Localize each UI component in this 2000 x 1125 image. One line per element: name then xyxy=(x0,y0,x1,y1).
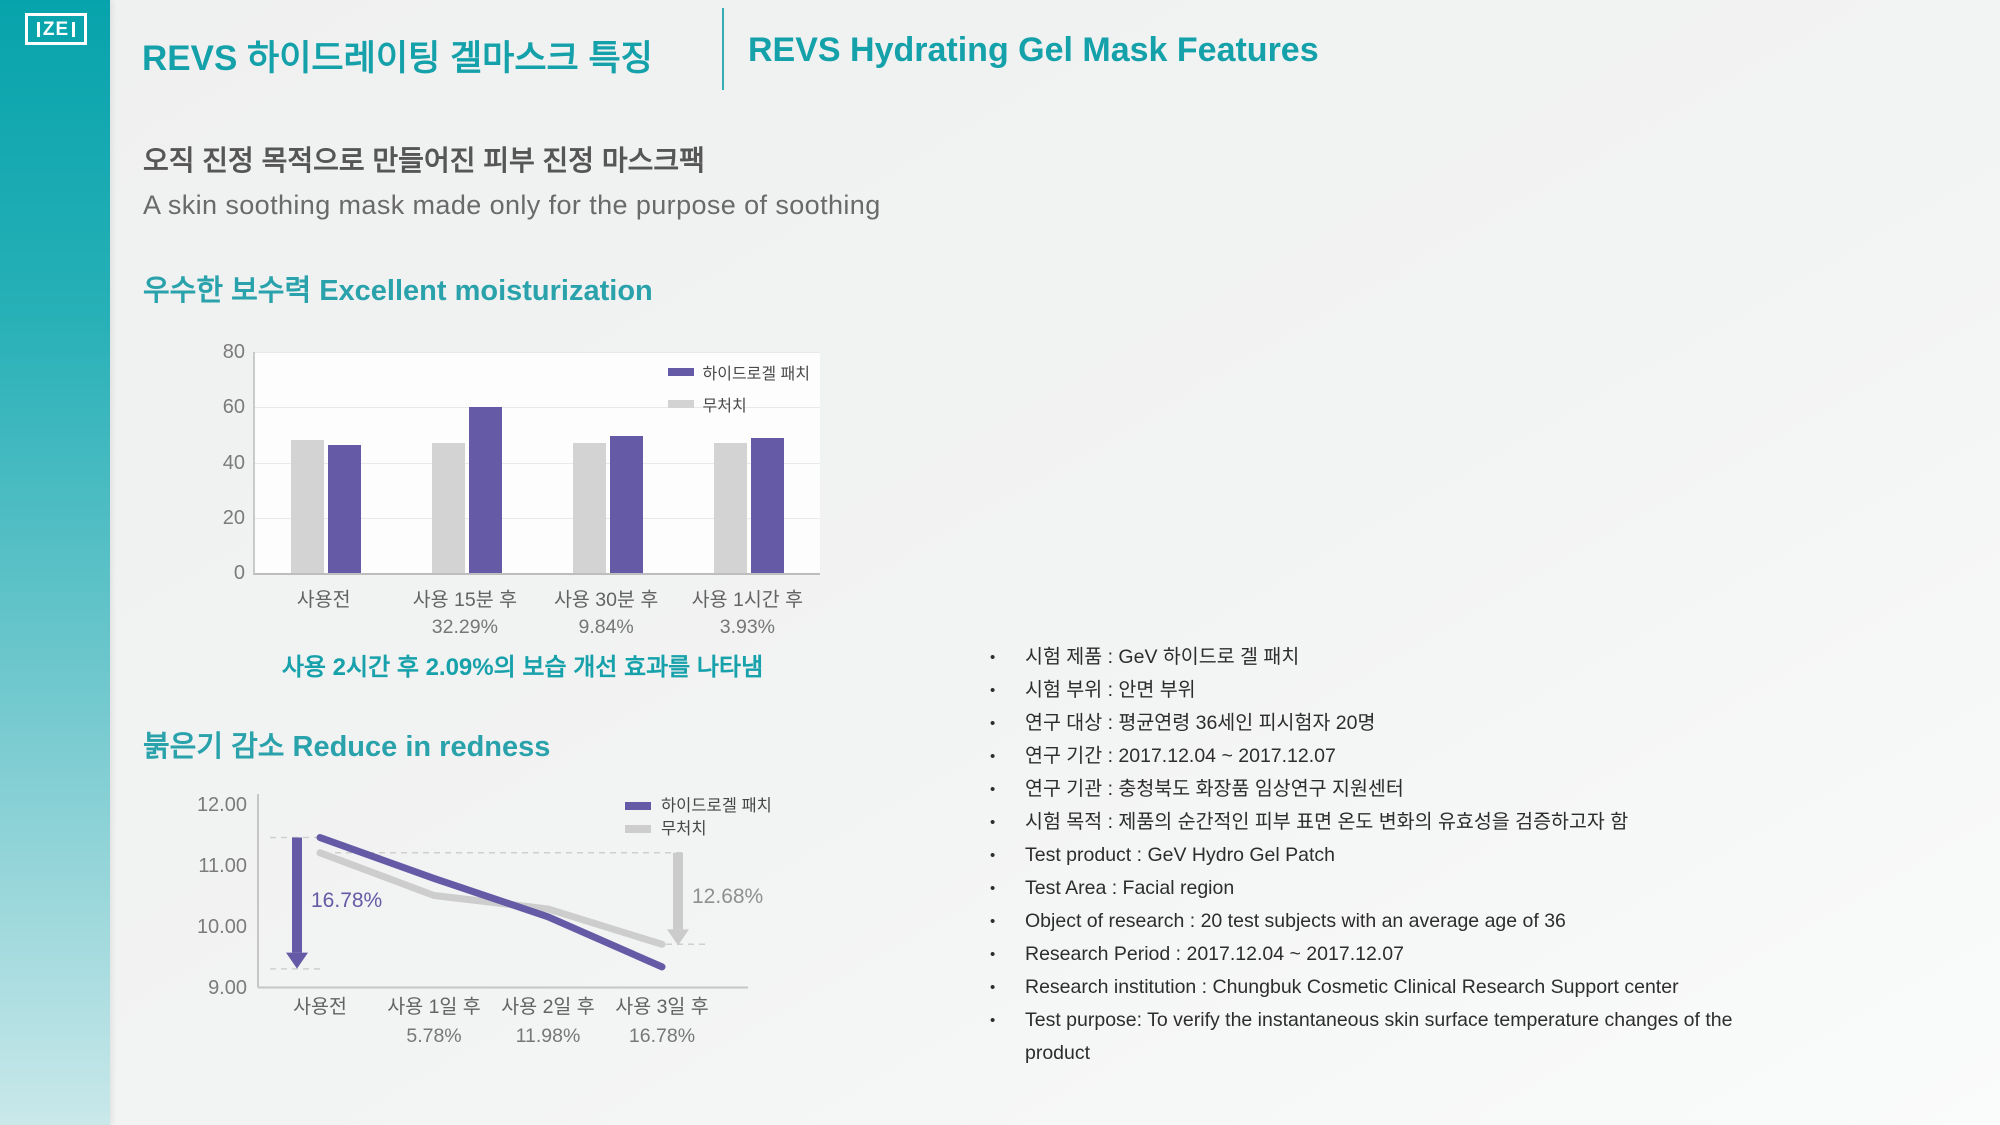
title-divider xyxy=(722,8,724,90)
note-test-area-en: Test Area : Facial region xyxy=(988,872,1750,905)
page-title-korean: REVS 하이드레이팅 겔마스크 특징 xyxy=(142,39,653,78)
percent-label: 11.98% xyxy=(516,1025,581,1047)
bar xyxy=(714,443,748,573)
bar-group xyxy=(396,407,537,573)
gridline xyxy=(255,517,820,519)
sidebar: ZE xyxy=(0,0,110,1125)
legend-label: 하이드로겔 패치 xyxy=(702,366,811,383)
percent-label: 9.84% xyxy=(578,616,634,638)
brand-logo: ZE xyxy=(25,13,87,45)
legend-item-hydrogel: 하이드로겔 패치 xyxy=(667,360,811,384)
y-tick-label: 12.00 xyxy=(197,794,247,816)
research-notes-list: 시험 제품 : GeV 하이드로 겔 패치 시험 부위 : 안면 부위 연구 대… xyxy=(988,641,1750,1070)
logo-bracket-right xyxy=(72,21,76,37)
bar xyxy=(610,436,644,573)
bar xyxy=(573,443,607,573)
bar xyxy=(431,443,465,573)
section-heading-moisturization: 우수한 보수력 Excellent moisturization xyxy=(143,275,653,307)
note-test-product-ko: 시험 제품 : GeV 하이드로 겔 패치 xyxy=(988,641,1750,674)
legend-swatch-gray xyxy=(667,400,694,408)
gridline xyxy=(255,352,820,353)
percent-label: 3.93% xyxy=(719,616,776,638)
x-tick-label: 사용 1시간 후 xyxy=(691,589,804,611)
moisture-caption: 사용 2시간 후 2.09%의 보습 개선 효과를 나타냄 xyxy=(281,654,764,681)
note-subjects-en: Object of research : 20 test subjects wi… xyxy=(988,905,1750,938)
moisture-bar-chart: 0 20 40 60 80 하이드로겔 패치 무처치 사용전 사용 15분 후 사용 30분… xyxy=(215,338,855,648)
intro-korean: 오직 진정 목적으로 만들어진 피부 진정 마스크팩 xyxy=(143,145,705,176)
percent-label: 32.29% xyxy=(431,616,498,638)
section-heading-redness: 붉은기 감소 Reduce in redness xyxy=(143,731,551,763)
note-subjects-ko: 연구 대상 : 평균연령 36세인 피시험자 20명 xyxy=(988,707,1750,740)
bar xyxy=(751,437,785,573)
note-institution-ko: 연구 기관 : 충청북도 화장품 임상연구 지원센터 xyxy=(988,773,1750,806)
bar-chart-x-labels: 사용전 사용 15분 후 사용 30분 후 사용 1시간 후 xyxy=(253,583,818,612)
gridline xyxy=(255,407,820,409)
note-purpose-ko: 시험 목적 : 제품의 순간적인 피부 표면 온도 변화의 유효성을 검증하고자… xyxy=(988,806,1750,839)
bar-chart-bars xyxy=(255,352,820,573)
annotation-label: 16.78% xyxy=(311,889,382,912)
note-period-ko: 연구 기간 : 2017.12.04 ~ 2017.12.07 xyxy=(988,740,1750,773)
legend-item-untreated: 무처치 xyxy=(667,392,811,416)
y-tick-label: 9.00 xyxy=(208,977,247,999)
y-tick-label: 20 xyxy=(222,506,245,529)
note-purpose-en: Test purpose: To verify the instantaneou… xyxy=(988,1004,1750,1070)
y-tick-label: 40 xyxy=(222,451,245,474)
y-tick-label: 10.00 xyxy=(197,916,247,938)
bar-group xyxy=(255,440,396,573)
x-tick-label: 사용전 xyxy=(293,996,347,1018)
intro-english: A skin soothing mask made only for the p… xyxy=(143,190,881,220)
note-test-area-ko: 시험 부위 : 안면 부위 xyxy=(988,674,1750,707)
percent-label xyxy=(253,616,394,639)
annotation-arrow-head xyxy=(667,929,689,946)
x-tick-label: 사용 15분 후 xyxy=(412,589,518,611)
line-untreated xyxy=(316,849,666,948)
logo-bracket-left xyxy=(36,21,40,37)
redness-line-chart: 9.00 10.00 11.00 12.00 16.78% 12.68% 하이드로겔 패치무… xyxy=(197,794,772,1047)
bar-chart-y-axis: 0 20 40 60 80 xyxy=(215,341,245,584)
x-tick-label: 사용 1일 후 xyxy=(387,996,480,1018)
annotation-label: 12.68% xyxy=(692,885,763,908)
note-institution-en: Research institution : Chungbuk Cosmetic… xyxy=(988,971,1750,1004)
bar-chart-percent-labels: 32.29% 9.84% 3.93% xyxy=(253,616,818,639)
annotation-arrow-head xyxy=(286,952,308,969)
legend-label: 무처치 xyxy=(702,398,747,415)
x-tick-label: 사용 3일 후 xyxy=(615,996,708,1018)
y-tick-label: 0 xyxy=(233,562,245,584)
page-title-english: REVS Hydrating Gel Mask Features xyxy=(748,31,1319,69)
bar-chart-plot-area: 하이드로겔 패치 무처치 xyxy=(253,352,820,575)
x-tick-label: 사용전 xyxy=(296,589,351,611)
bar xyxy=(468,407,502,573)
line-hydrogel xyxy=(316,834,666,971)
logo-text: ZE xyxy=(42,18,70,40)
bar-group xyxy=(538,436,679,573)
bar xyxy=(290,440,324,573)
legend-swatch-gray xyxy=(625,825,651,833)
y-tick-label: 60 xyxy=(222,396,245,419)
x-tick-label: 사용 2일 후 xyxy=(501,996,594,1018)
bar-chart-legend: 하이드로겔 패치 무처치 xyxy=(667,360,811,424)
legend-label: 하이드로겔 패치 xyxy=(661,796,772,815)
percent-label: 16.78% xyxy=(629,1025,695,1047)
y-tick-label: 80 xyxy=(222,341,245,363)
legend-swatch-purple xyxy=(625,802,651,810)
bar xyxy=(327,444,361,573)
legend-label: 무처치 xyxy=(661,819,707,838)
y-tick-label: 11.00 xyxy=(198,855,247,877)
note-period-en: Research Period : 2017.12.04 ~ 2017.12.0… xyxy=(988,938,1750,971)
percent-label: 5.78% xyxy=(406,1025,461,1047)
legend-swatch-purple xyxy=(667,368,694,376)
x-tick-label: 사용 30분 후 xyxy=(553,589,659,611)
note-test-product-en: Test product : GeV Hydro Gel Patch xyxy=(988,839,1750,872)
bar-group xyxy=(679,437,820,573)
gridline xyxy=(255,462,820,464)
